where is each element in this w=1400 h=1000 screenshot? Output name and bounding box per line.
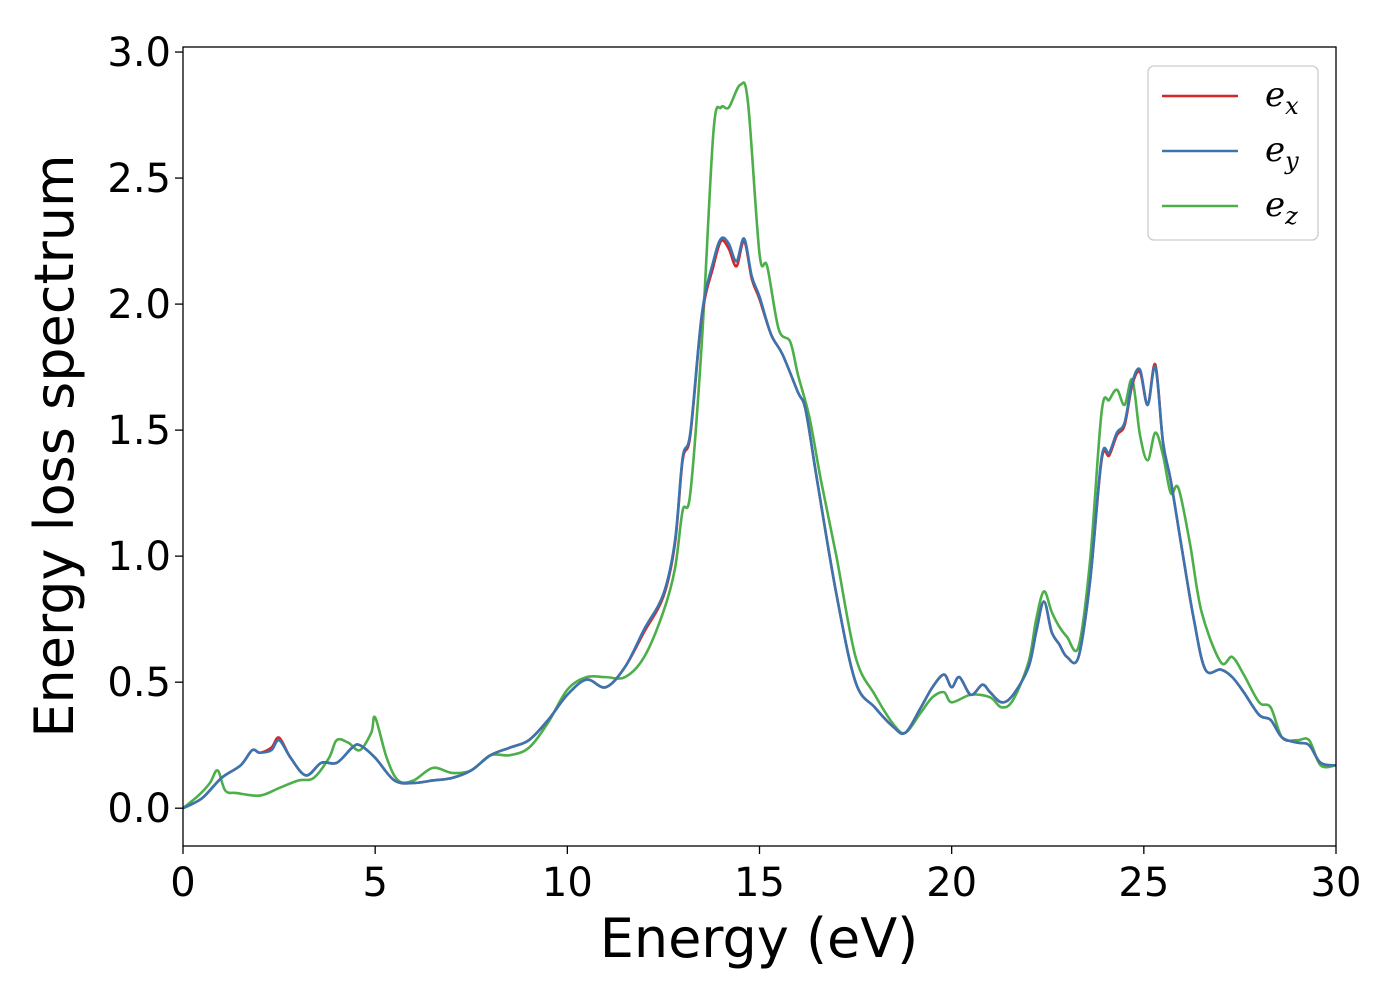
legend-label-ex: ex <box>1265 75 1299 120</box>
y-tick-label: 1.0 <box>107 534 171 580</box>
x-tick-label: 10 <box>542 860 593 906</box>
x-axis-label: Energy (eV) <box>600 907 919 970</box>
x-tick-label: 30 <box>1311 860 1362 906</box>
y-tick-label: 2.0 <box>107 282 171 328</box>
y-tick-label: 0.0 <box>107 786 171 832</box>
x-tick-label: 15 <box>734 860 785 906</box>
legend-box <box>1147 65 1319 241</box>
y-tick-label: 1.5 <box>107 408 171 454</box>
legend-label-ez: ez <box>1265 185 1298 230</box>
series-line-ex <box>183 239 1336 810</box>
x-tick-label: 5 <box>362 860 387 906</box>
y-tick-label: 2.5 <box>107 156 171 202</box>
y-axis-label: Energy loss spectrum <box>23 154 86 737</box>
series-line-ey <box>183 236 1336 810</box>
y-axis: 0.0 0.5 1.0 1.5 2.0 2.5 3.0 <box>107 30 183 832</box>
x-tick-label: 20 <box>926 860 977 906</box>
legend: ex ey ez <box>1147 65 1319 241</box>
x-tick-label: 25 <box>1118 860 1169 906</box>
y-tick-label: 0.5 <box>107 660 171 706</box>
series-layer <box>183 81 1336 810</box>
y-tick-label: 3.0 <box>107 30 171 76</box>
series-line-ez <box>183 81 1336 810</box>
x-axis: 0 5 10 15 20 25 30 <box>170 846 1361 906</box>
x-tick-label: 0 <box>170 860 195 906</box>
legend-label-ey: ey <box>1265 130 1299 175</box>
